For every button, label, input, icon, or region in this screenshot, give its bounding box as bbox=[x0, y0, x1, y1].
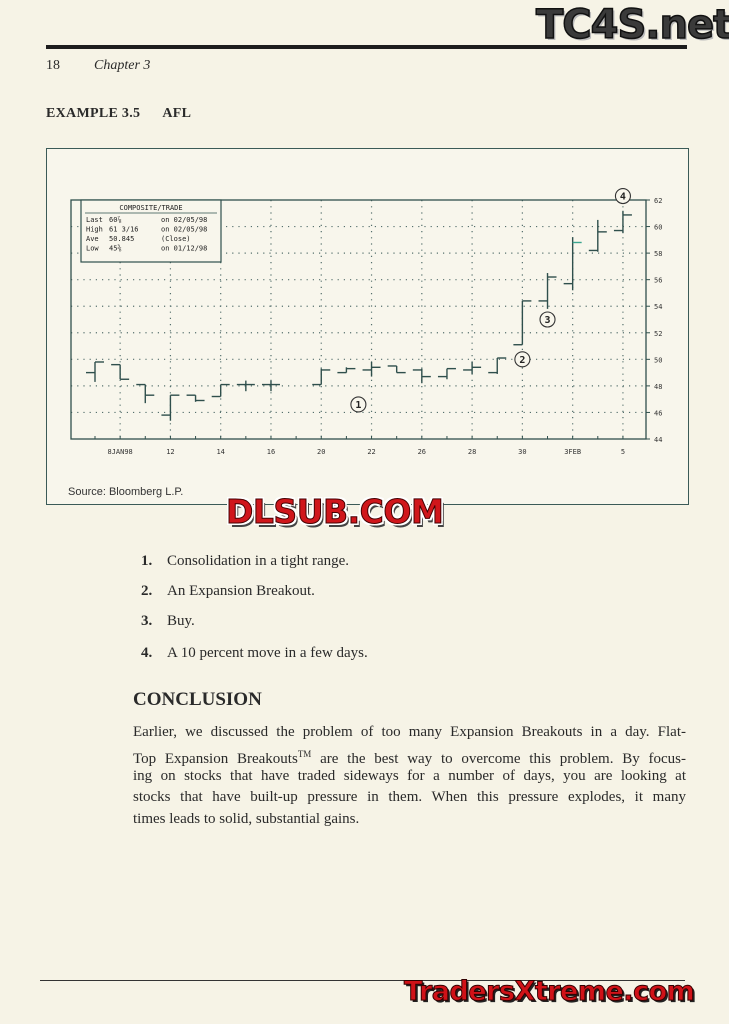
example-ticker: AFL bbox=[162, 106, 192, 121]
watermark-logo-bottom: TradersXtreme.com bbox=[403, 976, 695, 1008]
legend-label: Ave bbox=[86, 235, 99, 243]
legend-note: on 02/05/98 bbox=[161, 226, 207, 234]
list-number: 4. bbox=[141, 645, 153, 661]
running-head-chapter: Chapter 3 bbox=[94, 58, 151, 73]
example-label: EXAMPLE 3.5 bbox=[46, 106, 141, 121]
annotation-label: 2 bbox=[519, 355, 525, 366]
legend-note: (Close) bbox=[161, 235, 191, 243]
x-tick-label: 3FEB bbox=[564, 448, 581, 456]
y-tick-label: 62 bbox=[654, 197, 662, 205]
paragraph-line: stocks that have built-up pressure in th… bbox=[133, 789, 686, 806]
list-text: Consolidation in a tight range. bbox=[167, 553, 350, 569]
y-tick-label: 60 bbox=[654, 224, 662, 232]
list-number: 2. bbox=[141, 583, 153, 599]
example-title: EXAMPLE 3.5 AFL bbox=[46, 106, 191, 122]
x-tick-label: 22 bbox=[367, 448, 375, 456]
legend-note: on 01/12/98 bbox=[161, 245, 207, 253]
legend-value: 45⅜ bbox=[109, 244, 122, 253]
annotation-marker bbox=[539, 311, 556, 328]
y-tick-label: 58 bbox=[654, 250, 662, 258]
legend-heading: COMPOSITE/TRADE bbox=[119, 204, 182, 212]
watermark-logo-top: TC4S.net bbox=[535, 1, 729, 49]
legend-value: 50.845 bbox=[109, 235, 134, 243]
paragraph-line: ing on stocks that have traded sideways … bbox=[133, 767, 686, 784]
legend-label: Last bbox=[86, 216, 103, 224]
x-tick-label: 26 bbox=[418, 448, 426, 456]
list-number: 3. bbox=[141, 613, 153, 629]
list-number: 1. bbox=[141, 553, 153, 569]
plot-border bbox=[70, 199, 647, 440]
conclusion-paragraph: Earlier, we discussed the problem of too… bbox=[133, 722, 686, 831]
y-tick-label: 48 bbox=[654, 383, 662, 391]
legend-value: 60⅞ bbox=[109, 216, 122, 224]
footer-rule bbox=[40, 980, 685, 981]
annotation-marker bbox=[614, 187, 631, 205]
watermark-logo-middle: DLSUB.COM bbox=[225, 492, 444, 532]
x-tick-label: 5 bbox=[621, 448, 625, 456]
annotation-marker bbox=[350, 396, 367, 413]
y-tick-label: 56 bbox=[654, 277, 662, 285]
header-rule bbox=[46, 45, 687, 49]
paragraph-line: Earlier, we discussed the problem of too… bbox=[133, 724, 686, 740]
x-tick-label: 30 bbox=[518, 448, 526, 456]
annotation-marker bbox=[514, 351, 531, 368]
y-tick-label: 46 bbox=[654, 409, 662, 417]
annotation-label: 4 bbox=[620, 192, 626, 203]
list-text: An Expansion Breakout. bbox=[167, 583, 315, 599]
x-tick-label: 12 bbox=[166, 448, 174, 456]
text-run: Top Expansion Breakouts bbox=[133, 750, 298, 767]
paragraph-line: Top Expansion BreakoutsTM are the best w… bbox=[133, 744, 686, 767]
legend-note: on 02/05/98 bbox=[161, 216, 207, 224]
list-text: A 10 percent move in a few days. bbox=[167, 645, 368, 661]
legend-label: High bbox=[86, 226, 103, 234]
y-tick-label: 52 bbox=[654, 330, 662, 338]
x-tick-label: 8JAN98 bbox=[107, 448, 132, 456]
section-heading: CONCLUSION bbox=[133, 689, 262, 710]
figure-source: Source: Bloomberg L.P. bbox=[68, 486, 184, 498]
text-run: are the best way to overcome this proble… bbox=[311, 750, 686, 767]
annotation-label: 1 bbox=[355, 400, 361, 411]
y-tick-label: 44 bbox=[654, 436, 662, 444]
x-tick-label: 14 bbox=[216, 448, 224, 456]
legend-value: 61 3/16 bbox=[109, 226, 139, 234]
y-tick-label: 50 bbox=[654, 356, 662, 364]
x-tick-label: 16 bbox=[267, 448, 275, 456]
page-number: 18 bbox=[46, 58, 60, 73]
x-tick-label: 28 bbox=[468, 448, 476, 456]
x-tick-label: 20 bbox=[317, 448, 325, 456]
legend-label: Low bbox=[86, 245, 99, 253]
paragraph-line: times leads to solid, substantial gains. bbox=[133, 811, 360, 828]
y-tick-label: 54 bbox=[654, 303, 662, 311]
list-text: Buy. bbox=[167, 613, 195, 629]
figure-frame: 44 46 48 50 52 54 56 58 60 62 8JAN98 12 14 16 20 22 26 28… bbox=[46, 148, 689, 505]
legend-box bbox=[80, 199, 222, 263]
trademark-superscript: TM bbox=[297, 748, 312, 759]
annotation-label: 3 bbox=[545, 315, 551, 326]
